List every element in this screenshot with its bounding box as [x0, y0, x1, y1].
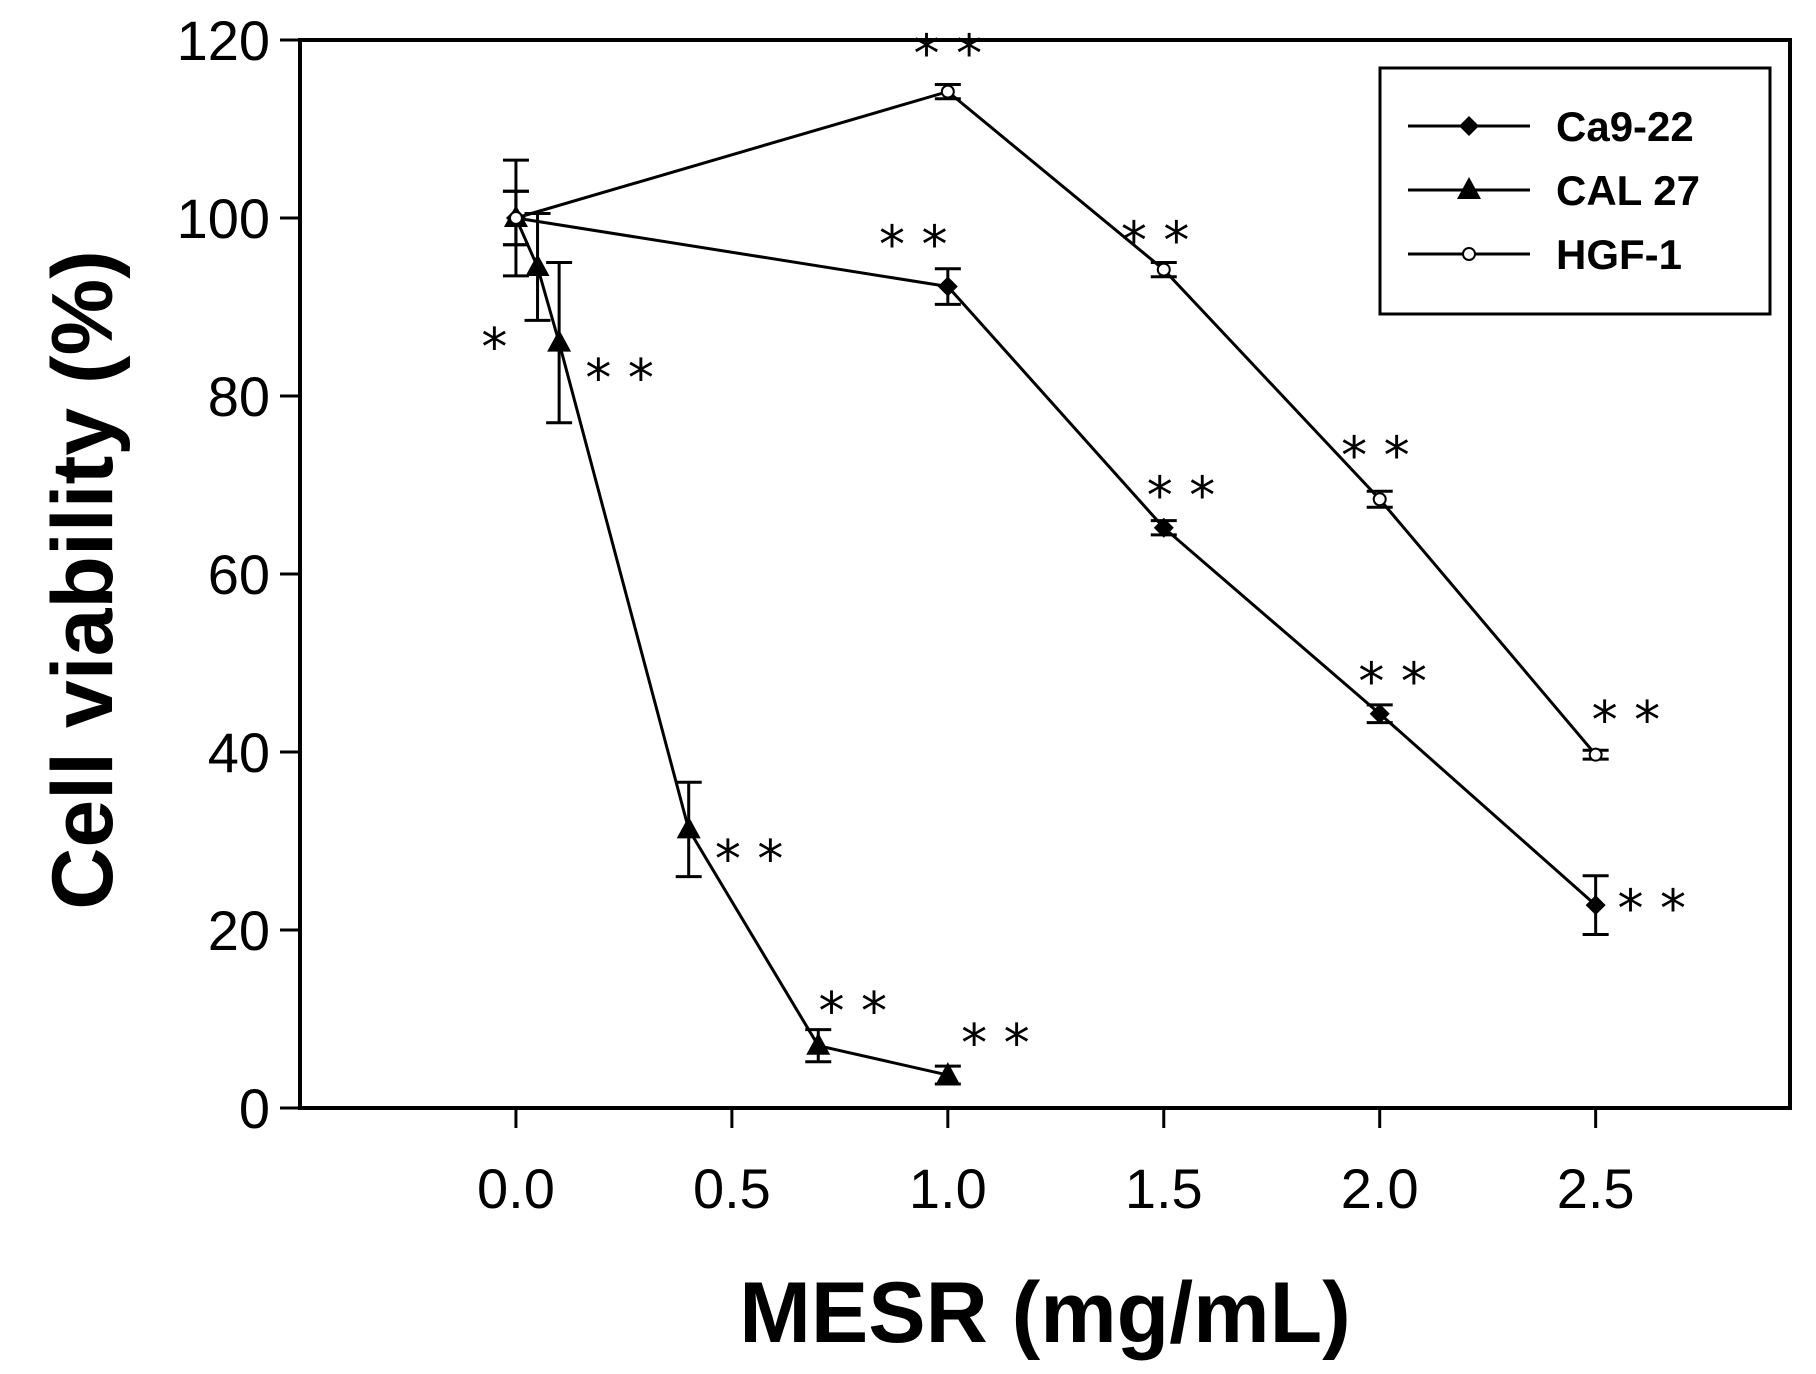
data-point-cal-27	[525, 253, 550, 276]
significance-marker: * *	[715, 830, 784, 890]
y-tick-label: 120	[177, 9, 270, 72]
y-tick-label: 100	[177, 187, 270, 250]
significance-marker: * *	[1618, 880, 1687, 940]
x-tick-label: 2.0	[1341, 1157, 1419, 1220]
legend-label-ca9-22: Ca9-22	[1556, 103, 1694, 150]
significance-marker: * *	[1592, 691, 1661, 751]
y-tick-label: 60	[208, 543, 270, 606]
plot-area: 0 20 40 60 80 100 120 0.0 0.5 1.0 1.5 2.0 2.5	[177, 9, 1792, 1220]
significance-marker: * *	[1358, 653, 1427, 713]
legend: Ca9-22 CAL 27 HGF-1	[1378, 66, 1772, 316]
data-point-ca9-22	[1369, 703, 1390, 724]
y-tick-label: 0	[239, 1077, 270, 1140]
x-tick-label: 0.5	[693, 1157, 771, 1220]
significance-marker: * *	[819, 982, 888, 1042]
y-tick-label: 40	[208, 721, 270, 784]
data-point-ca9-22	[1585, 895, 1606, 916]
significance-marker: * *	[1147, 467, 1216, 527]
data-point-cal-27	[935, 1062, 960, 1085]
x-tick-label: 0.0	[477, 1157, 555, 1220]
significance-marker: * *	[1341, 427, 1410, 487]
data-point-cal-27	[547, 329, 572, 352]
y-tick-label: 20	[208, 899, 270, 962]
annotation-layer: * * * * * * * * * * * * * * * * * * * * * * * * *	[481, 24, 1686, 1074]
legend-entry-ca9-22: Ca9-22	[1408, 103, 1694, 150]
data-point-hgf-1	[940, 84, 955, 99]
x-tick-label: 1.5	[1125, 1157, 1203, 1220]
significance-marker: * *	[961, 1014, 1030, 1074]
x-tick-label: 1.0	[909, 1157, 987, 1220]
significance-marker: * *	[1121, 211, 1190, 271]
series-hgf-1	[502, 83, 1609, 762]
significance-marker: * *	[585, 349, 654, 409]
legend-label-hgf-1: HGF-1	[1556, 231, 1682, 278]
x-axis-title: MESR (mg/mL)	[739, 1265, 1351, 1361]
legend-marker-cal-27	[1457, 177, 1481, 199]
significance-marker: *	[481, 318, 507, 378]
data-point-hgf-1	[1156, 262, 1171, 277]
y-axis-title: Cell viability (%)	[35, 250, 131, 910]
x-tick-label: 2.5	[1557, 1157, 1635, 1220]
series-ca9-22	[502, 158, 1609, 936]
legend-entry-cal-27: CAL 27	[1408, 167, 1700, 214]
legend-label-cal-27: CAL 27	[1556, 167, 1700, 214]
series-cal-27	[502, 189, 961, 1086]
series-line-cal-27	[514, 217, 949, 1077]
data-point-cal-27	[676, 816, 701, 839]
data-point-hgf-1	[1588, 747, 1603, 762]
legend-marker-hgf-1	[1462, 247, 1476, 261]
y-tick-label: 80	[208, 365, 270, 428]
series-layer	[502, 83, 1609, 1086]
data-point-hgf-1	[1372, 492, 1387, 507]
legend-entry-hgf-1: HGF-1	[1408, 231, 1682, 278]
significance-marker: * *	[879, 216, 948, 276]
legend-items: Ca9-22 CAL 27 HGF-1	[1408, 103, 1700, 278]
data-point-ca9-22	[937, 276, 958, 297]
data-point-cal-27	[806, 1032, 831, 1055]
data-point-hgf-1	[508, 211, 523, 225]
data-point-ca9-22	[1153, 517, 1174, 538]
legend-marker-ca9-22	[1459, 116, 1479, 136]
significance-marker: * *	[914, 24, 983, 84]
